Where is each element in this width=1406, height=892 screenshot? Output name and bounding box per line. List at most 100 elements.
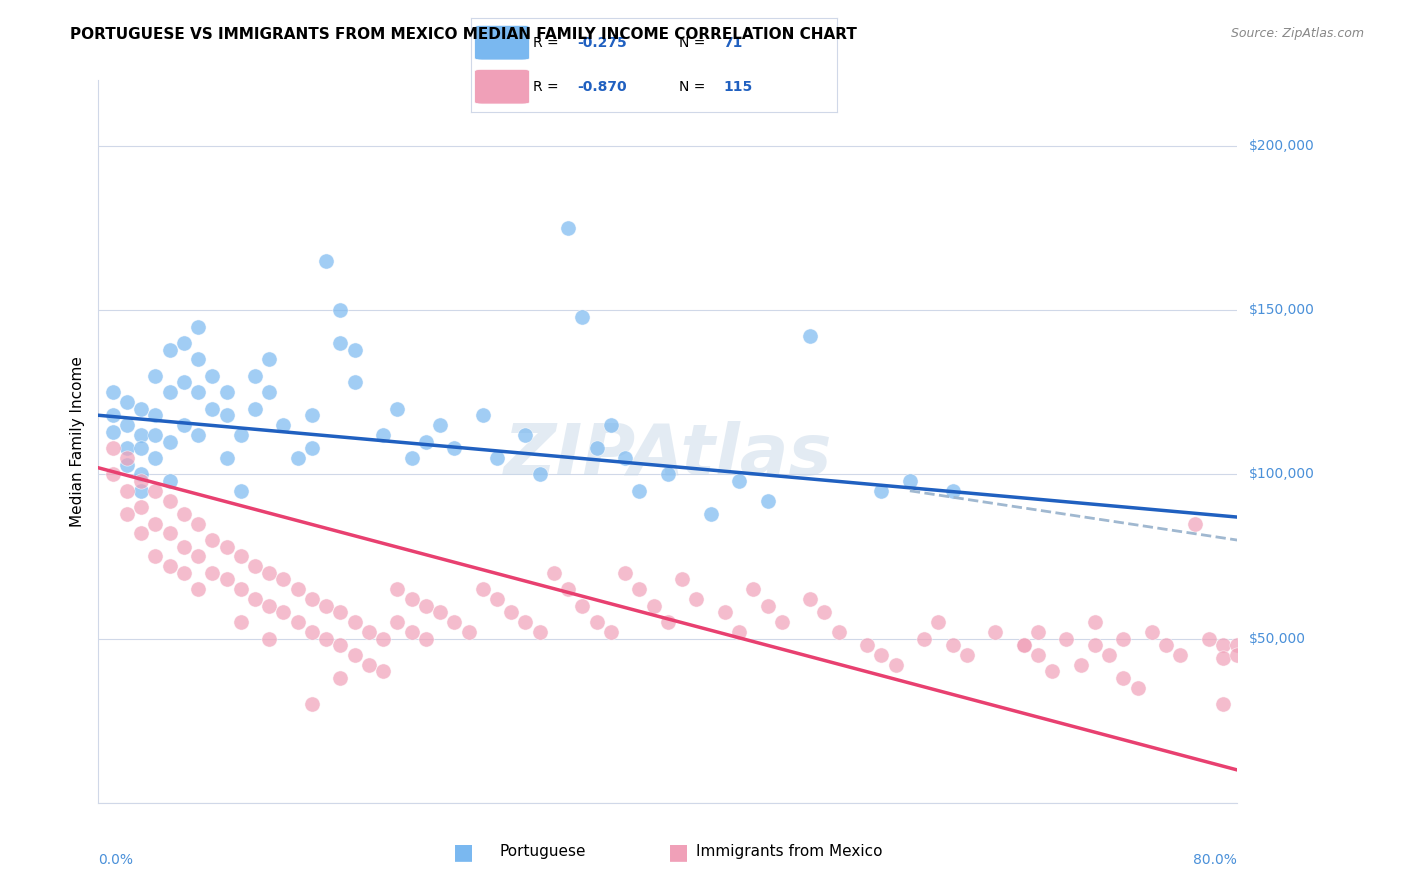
Point	[129, 441, 152, 455]
Point	[373, 665, 395, 679]
Point	[457, 625, 479, 640]
Point	[129, 428, 152, 442]
Text: ZIPAtlas: ZIPAtlas	[503, 422, 832, 491]
Text: N =: N =	[679, 79, 710, 94]
Text: $100,000: $100,000	[1249, 467, 1315, 482]
Point	[600, 418, 623, 433]
Point	[714, 605, 737, 619]
Point	[956, 648, 979, 662]
Point	[401, 450, 423, 465]
Point	[145, 368, 167, 383]
Point	[101, 409, 124, 423]
Point	[201, 533, 224, 547]
Point	[301, 592, 323, 607]
Point	[243, 401, 266, 416]
Point	[1012, 638, 1035, 652]
Point	[643, 599, 665, 613]
Text: 115: 115	[723, 79, 752, 94]
Point	[600, 625, 623, 640]
Point	[173, 540, 195, 554]
Point	[287, 582, 309, 597]
Point	[215, 573, 238, 587]
Point	[329, 605, 352, 619]
Point	[557, 582, 579, 597]
Point	[101, 425, 124, 439]
Point	[343, 648, 366, 662]
Point	[728, 474, 751, 488]
Point	[585, 615, 607, 630]
Point	[628, 582, 651, 597]
Point	[229, 615, 252, 630]
Point	[699, 507, 721, 521]
Point	[884, 657, 907, 672]
Point	[486, 592, 509, 607]
Point	[501, 605, 523, 619]
Text: ■: ■	[668, 842, 689, 862]
Point	[1126, 681, 1149, 695]
Point	[259, 352, 281, 367]
Point	[756, 493, 779, 508]
Point	[173, 418, 195, 433]
Point	[486, 450, 509, 465]
Point	[187, 582, 209, 597]
Point	[229, 428, 252, 442]
Text: 80.0%: 80.0%	[1194, 854, 1237, 867]
Point	[429, 418, 451, 433]
Point	[329, 336, 352, 351]
Point	[1112, 632, 1135, 646]
Point	[329, 671, 352, 685]
Point	[585, 441, 607, 455]
Point	[159, 526, 181, 541]
Point	[215, 409, 238, 423]
Point	[898, 474, 921, 488]
Point	[273, 573, 295, 587]
Point	[742, 582, 765, 597]
Point	[301, 625, 323, 640]
Text: Source: ZipAtlas.com: Source: ZipAtlas.com	[1230, 27, 1364, 40]
Text: -0.275: -0.275	[576, 36, 627, 50]
Point	[101, 385, 124, 400]
Point	[115, 483, 138, 498]
Text: Immigrants from Mexico: Immigrants from Mexico	[696, 845, 883, 859]
Point	[145, 549, 167, 564]
Point	[1084, 615, 1107, 630]
Text: 0.0%: 0.0%	[98, 854, 134, 867]
Y-axis label: Median Family Income: Median Family Income	[69, 356, 84, 527]
Point	[671, 573, 693, 587]
Point	[614, 450, 637, 465]
Text: $150,000: $150,000	[1249, 303, 1315, 318]
Point	[187, 385, 209, 400]
Point	[415, 632, 437, 646]
Point	[115, 395, 138, 409]
Point	[1026, 648, 1049, 662]
Point	[259, 566, 281, 580]
Point	[515, 615, 537, 630]
Point	[942, 483, 965, 498]
Point	[187, 428, 209, 442]
Point	[373, 428, 395, 442]
Point	[129, 401, 152, 416]
Point	[273, 605, 295, 619]
Point	[115, 418, 138, 433]
Point	[1084, 638, 1107, 652]
Point	[728, 625, 751, 640]
Point	[515, 428, 537, 442]
Point	[243, 368, 266, 383]
Text: N =: N =	[679, 36, 710, 50]
Point	[173, 566, 195, 580]
Point	[571, 310, 593, 324]
Text: $200,000: $200,000	[1249, 139, 1315, 153]
Point	[301, 441, 323, 455]
Text: R =: R =	[533, 36, 564, 50]
Point	[187, 319, 209, 334]
Point	[301, 698, 323, 712]
Point	[1098, 648, 1121, 662]
Point	[159, 434, 181, 449]
Point	[243, 592, 266, 607]
Point	[315, 632, 337, 646]
Point	[657, 467, 679, 482]
Point	[115, 441, 138, 455]
FancyBboxPatch shape	[475, 70, 530, 104]
Point	[187, 516, 209, 531]
Point	[443, 441, 465, 455]
